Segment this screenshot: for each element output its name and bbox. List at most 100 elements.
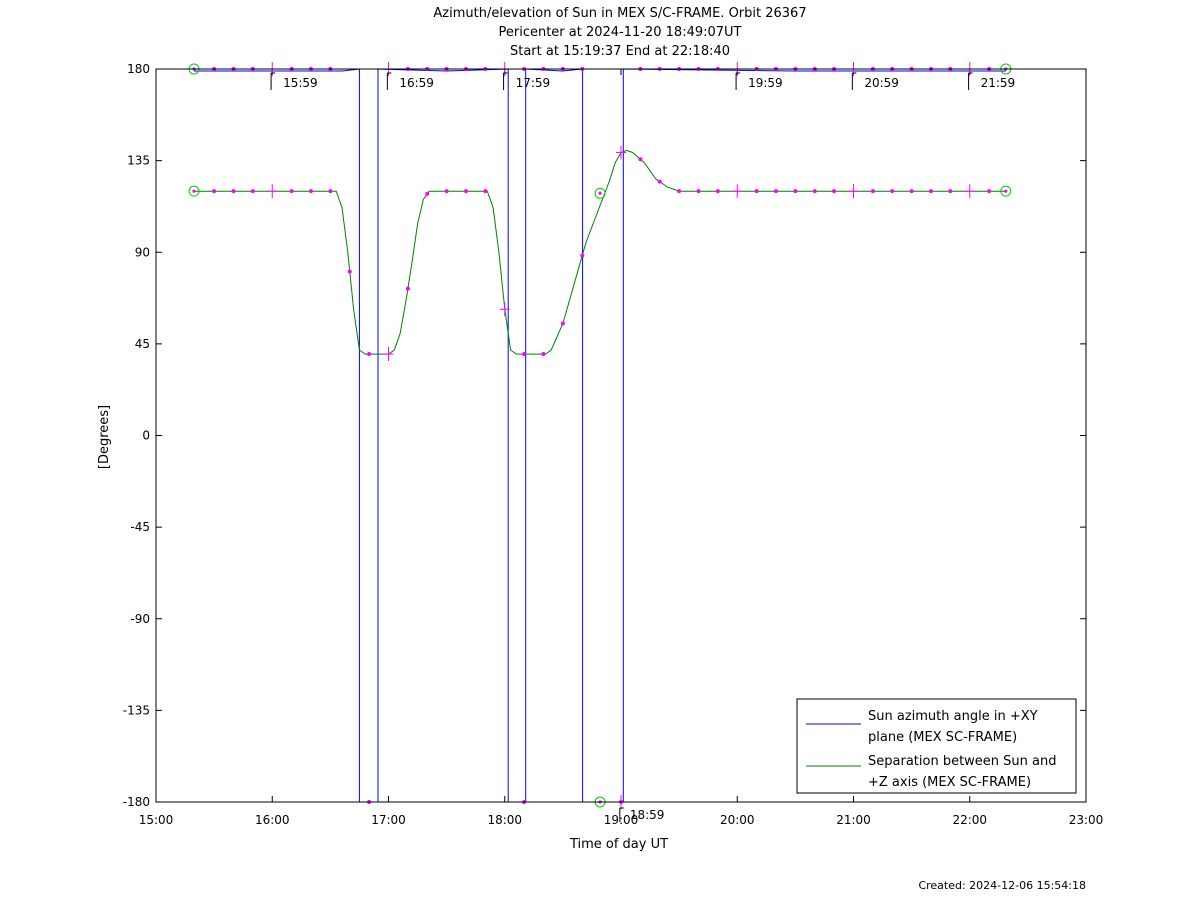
- separation-dot-19: [677, 189, 682, 194]
- legend-box: [796, 698, 1077, 794]
- separation-dot-12: [483, 189, 488, 194]
- separation-hour-cross-0: [267, 184, 278, 199]
- x-tick-label-7: 22:00: [952, 813, 987, 827]
- x-tick-label-6: 21:00: [836, 813, 871, 827]
- y-tick-label-3: 45: [135, 337, 150, 351]
- separation-hour-cross-6: [964, 184, 975, 199]
- title-line-2: Pericenter at 2024-11-20 18:49:07UT: [498, 25, 741, 40]
- axis-ticks: [155, 68, 1087, 803]
- hour-annotation-6: 21:59: [968, 72, 1016, 90]
- separation-dot-7: [367, 352, 372, 357]
- separation-hour-cross-5: [848, 184, 859, 199]
- y-tick-label-8: -180: [123, 795, 150, 809]
- separation-dot-30: [929, 189, 934, 194]
- title-line-3: Start at 15:19:37 End at 22:18:40: [510, 44, 730, 59]
- endpoint-circle-dot-3: [1004, 189, 1008, 193]
- x-tick-label-1: 16:00: [255, 813, 290, 827]
- separation-dot-1: [231, 189, 236, 194]
- hour-annotations: 15:59 16:59 17:59 18:59 19:59 20:59 21:59: [270, 72, 1016, 822]
- separation-dot-32: [987, 189, 992, 194]
- hour-annotation-5: 20:59: [851, 72, 899, 90]
- y-tick-label-2: 90: [135, 245, 150, 259]
- hour-annotation-3: 18:59: [619, 807, 665, 822]
- separation-dot-6: [347, 269, 352, 274]
- separation-dot-29: [909, 189, 914, 194]
- x-tick-labels: 15:00 16:00 17:00 18:00 19:00 20:00 21:00 22:00…: [139, 813, 1104, 827]
- x-tick-label-3: 18:00: [487, 813, 522, 827]
- separation-hour-cross-2: [499, 302, 510, 317]
- separation-dot-27: [870, 189, 875, 194]
- endpoint-circle-dot-4: [598, 191, 602, 195]
- hour-annotation-1: 16:59: [386, 72, 434, 90]
- x-tick-label-8: 23:00: [1069, 813, 1104, 827]
- separation-dot-28: [890, 189, 895, 194]
- hour-annotation-label-5: 20:59: [864, 76, 899, 90]
- endpoint-circle-3: [1000, 185, 1012, 197]
- separation-dot-9: [425, 191, 430, 196]
- separation-dot-3: [289, 189, 294, 194]
- endpoint-circle-dot-2: [192, 189, 196, 193]
- separation-dot-11: [464, 189, 469, 194]
- separation-dot-10: [444, 189, 449, 194]
- separation-dot-18: [657, 179, 662, 184]
- endpoint-circle-4: [594, 187, 606, 199]
- separation-dot-31: [948, 189, 953, 194]
- x-tick-label-0: 15:00: [139, 813, 174, 827]
- separation-hour-cross-4: [732, 184, 743, 199]
- separation-dot-21: [715, 189, 720, 194]
- endpoint-circle-2: [188, 185, 200, 197]
- separation-dot-16: [580, 253, 585, 258]
- separation-dot-24: [793, 189, 798, 194]
- separation-hour-cross-1: [383, 347, 394, 362]
- hour-annotation-2: 17:59: [503, 72, 551, 90]
- hour-annotation-label-6: 21:59: [981, 76, 1016, 90]
- series-line-0: [194, 68, 1006, 803]
- legend: Sun azimuth angle in +XY plane (MEX SC-F…: [796, 698, 1077, 794]
- x-axis-label: Time of day UT: [569, 837, 668, 852]
- hour-annotation-label-0: 15:59: [283, 76, 318, 90]
- x-tick-label-5: 20:00: [720, 813, 755, 827]
- separation-dot-26: [832, 189, 837, 194]
- legend-label-azimuth-line-1: Sun azimuth angle in +XY: [868, 709, 1038, 724]
- separation-dot-15: [560, 321, 565, 326]
- legend-label-azimuth-line-2: plane (MEX SC-FRAME): [868, 730, 1017, 745]
- separation-dot-23: [773, 189, 778, 194]
- hour-annotation-label-1: 16:59: [399, 76, 434, 90]
- hour-annotation-label-3: 18:59: [630, 808, 665, 822]
- y-tick-label-7: -135: [123, 703, 150, 717]
- x-tick-label-4: 19:00: [604, 813, 639, 827]
- separation-hour-cross-3: [616, 145, 626, 160]
- y-tick-label-1: 135: [127, 154, 150, 168]
- series-markers: [188, 62, 1012, 809]
- legend-label-separation-line-2: +Z axis (MEX SC-FRAME): [868, 775, 1031, 790]
- separation-dot-20: [696, 189, 701, 194]
- hour-annotation-0: 15:59: [270, 72, 318, 90]
- y-axis-label: [Degrees]: [97, 405, 112, 469]
- y-tick-label-4: 0: [142, 429, 150, 443]
- separation-dot-8: [405, 286, 410, 291]
- x-tick-label-2: 17:00: [371, 813, 406, 827]
- separation-dot-14: [541, 352, 546, 357]
- created-timestamp: Created: 2024-12-06 15:54:18: [918, 879, 1086, 892]
- y-tick-labels: 180 135 90 45 0 -45 -90 -135 -180: [123, 62, 150, 809]
- title-line-1: Azimuth/elevation of Sun in MEX S/C-FRAM…: [433, 6, 806, 21]
- hour-annotation-label-2: 17:59: [516, 76, 551, 90]
- separation-dot-4: [308, 189, 313, 194]
- series-line-1: [194, 149, 1006, 355]
- separation-dot-25: [812, 189, 817, 194]
- chart-title: Azimuth/elevation of Sun in MEX S/C-FRAM…: [433, 6, 806, 59]
- separation-dot-17: [638, 157, 643, 162]
- series-lines: [194, 68, 1006, 803]
- hour-annotation-label-4: 19:59: [748, 76, 783, 90]
- y-tick-label-0: 180: [127, 62, 150, 76]
- separation-dot-5: [328, 189, 333, 194]
- separation-dot-13: [522, 352, 527, 357]
- separation-dot-22: [754, 189, 759, 194]
- plot-area-frame: [155, 68, 1087, 803]
- hour-annotation-4: 19:59: [735, 72, 783, 90]
- y-tick-label-5: -45: [130, 520, 150, 534]
- legend-label-separation-line-1: Separation between Sun and: [868, 754, 1056, 769]
- separation-dot-2: [250, 189, 255, 194]
- y-tick-label-6: -90: [130, 612, 150, 626]
